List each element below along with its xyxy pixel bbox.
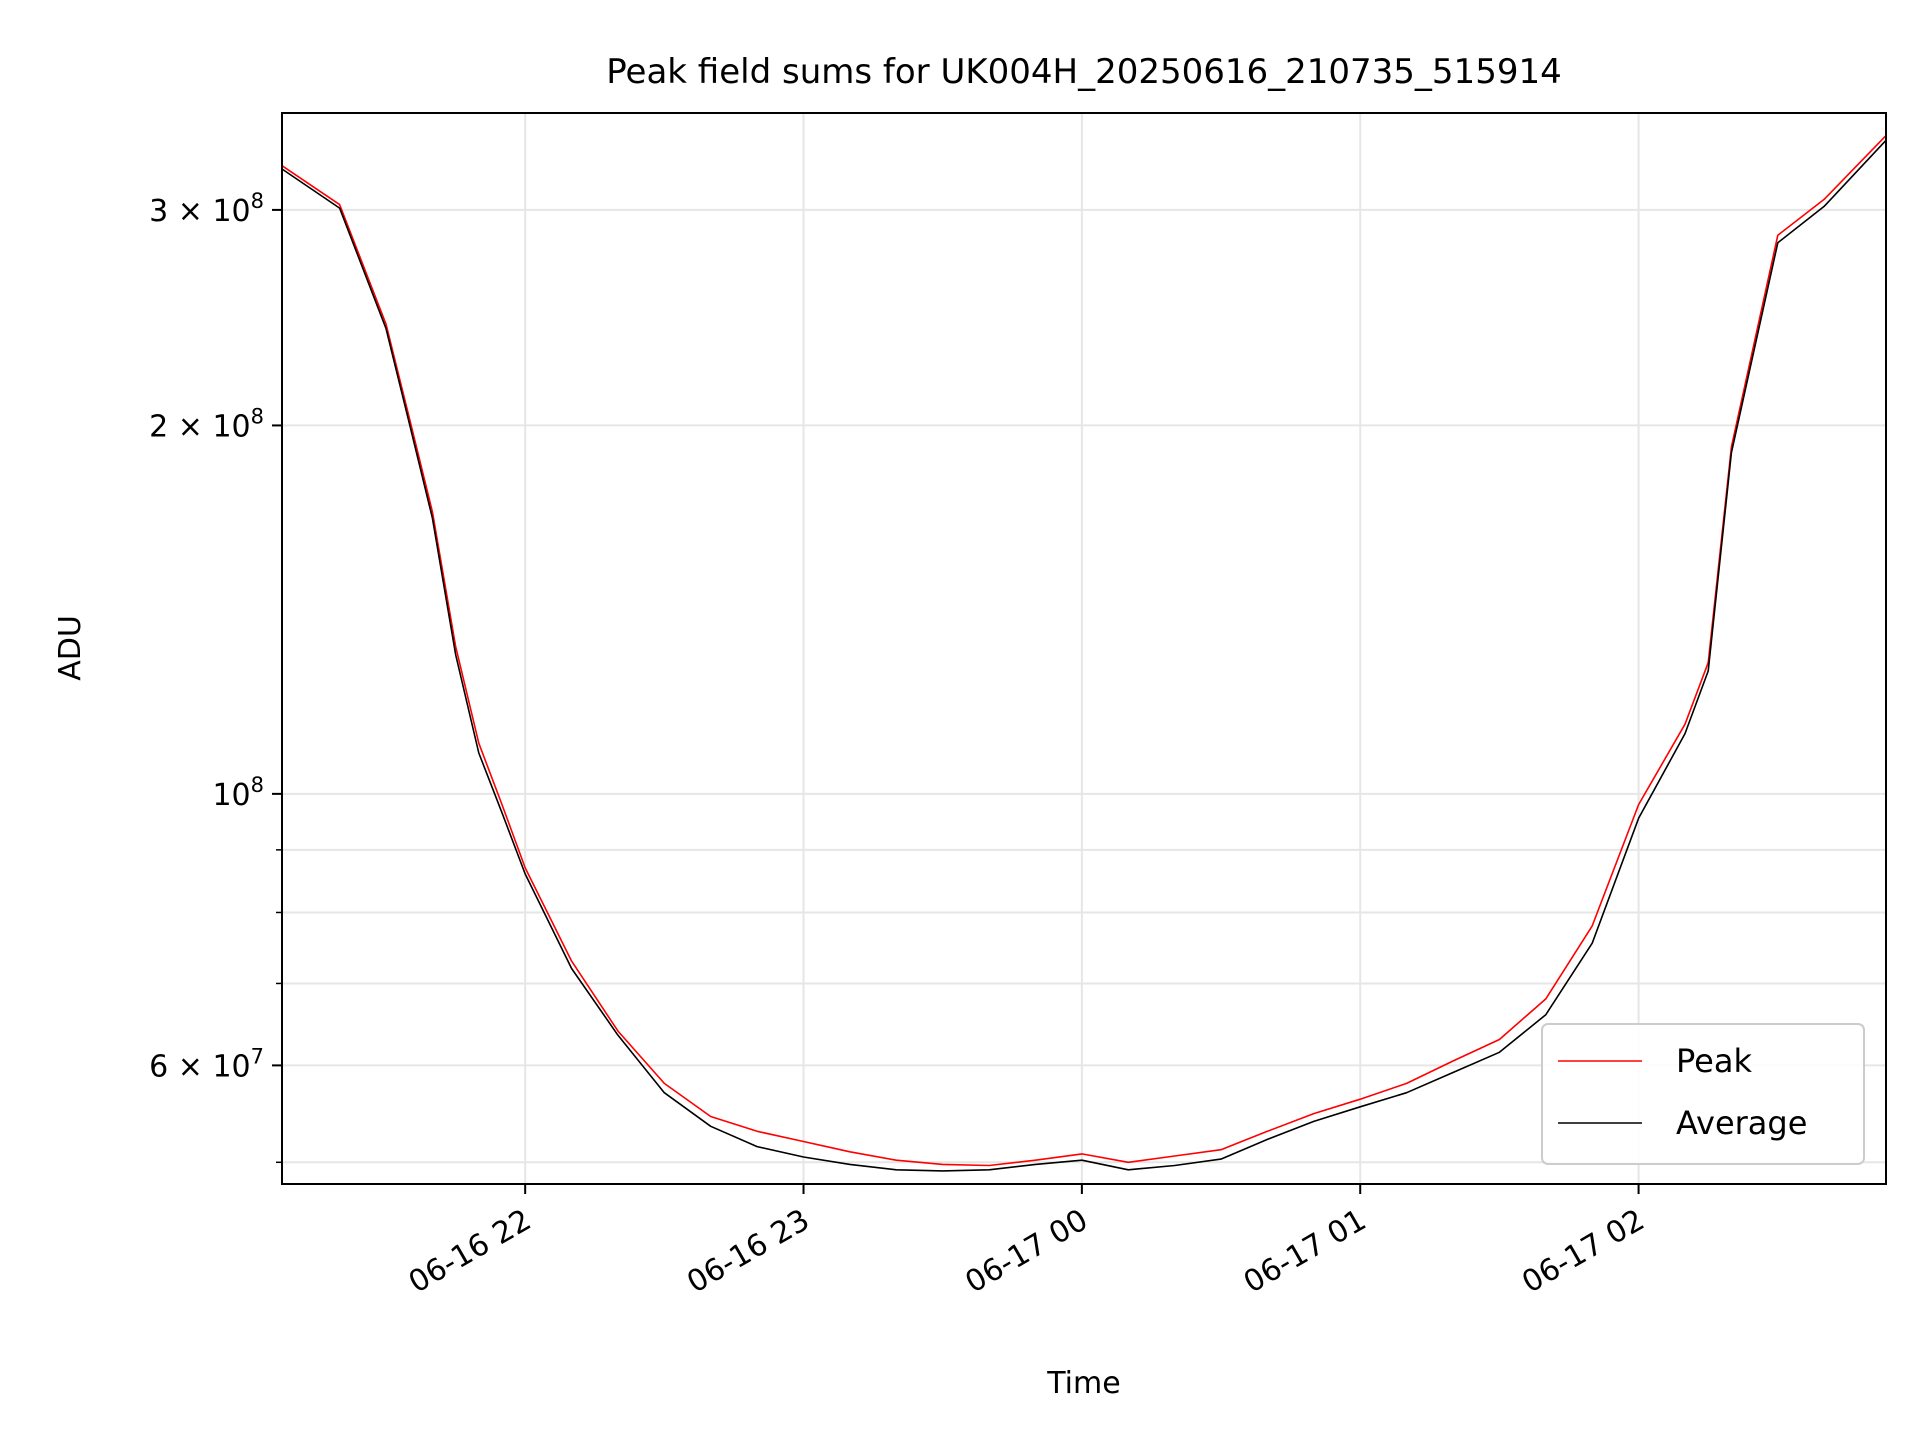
legend: Peak Average [1541, 1023, 1865, 1165]
y-tick-label: 6 × 107 [149, 1044, 264, 1084]
axes-frame [281, 112, 1887, 1185]
series-layer [281, 135, 1887, 1172]
grid [282, 113, 1886, 1184]
y-tick-label: 3 × 108 [149, 189, 264, 229]
y-tick-label: 108 [212, 773, 264, 813]
chart-title: Peak field sums for UK004H_20250616_2107… [606, 52, 1561, 92]
legend-box [1541, 1023, 1865, 1165]
x-axis-label: Time [1046, 1366, 1120, 1401]
series-line-peak [281, 135, 1887, 1167]
series-line-average [281, 139, 1887, 1172]
y-tick-label: 2 × 108 [149, 404, 264, 444]
legend-label-peak: Peak [1676, 1042, 1752, 1080]
legend-label-average: Average [1676, 1104, 1807, 1142]
y-axis-label: ADU [53, 615, 88, 681]
